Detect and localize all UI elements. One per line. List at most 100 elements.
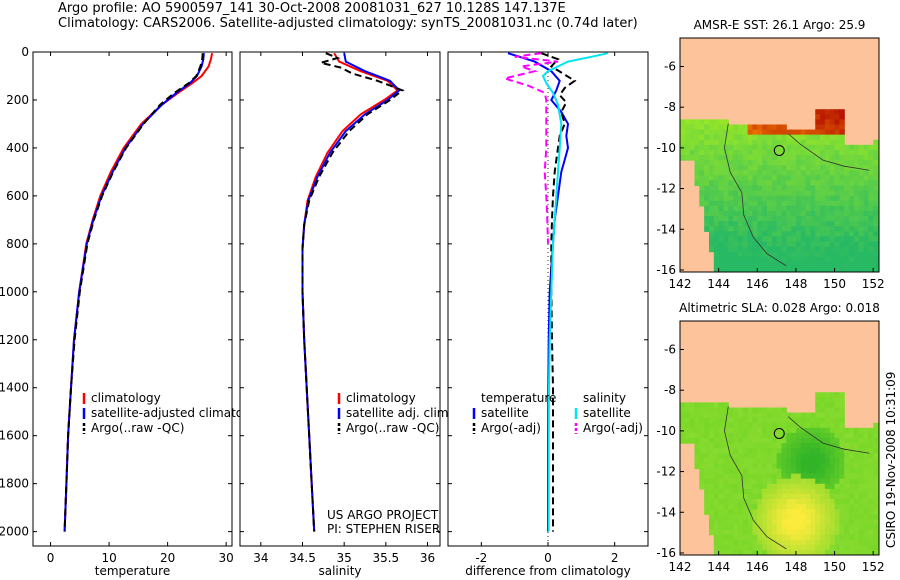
- map-cell: [810, 549, 816, 555]
- map-cell: [728, 534, 734, 541]
- map-cell: [853, 549, 860, 555]
- map-cell: [824, 144, 831, 151]
- map-cell: [834, 448, 840, 454]
- map-cell: [694, 170, 700, 176]
- map-cell: [839, 397, 845, 403]
- map-cell: [829, 175, 836, 182]
- map-cell: [737, 149, 744, 156]
- map-x-tick-label: 142: [669, 277, 692, 291]
- map-cell: [873, 231, 879, 237]
- map-cell: [713, 139, 720, 146]
- x-tick-label-temperature: 10: [101, 551, 116, 565]
- map-cell: [762, 448, 768, 454]
- map-cell: [800, 144, 807, 151]
- map-cell: [824, 241, 831, 248]
- map-cell: [737, 246, 744, 253]
- map-cell: [786, 534, 792, 541]
- map-cell: [713, 438, 720, 444]
- map-cell: [853, 266, 860, 272]
- map-cell: [858, 483, 865, 490]
- map-cell: [728, 407, 734, 414]
- map-cell: [762, 144, 768, 151]
- map-cell: [708, 185, 715, 192]
- map-cell: [800, 160, 807, 166]
- map-cell: [766, 190, 773, 197]
- map-cell: [844, 251, 850, 258]
- map-cell: [800, 504, 807, 510]
- map-cell: [762, 478, 768, 485]
- map-cell: [815, 458, 821, 465]
- map-cell: [762, 190, 768, 197]
- map-cell: [728, 478, 734, 485]
- map-cell: [708, 463, 715, 470]
- map-cell: [708, 236, 715, 243]
- map-cell: [834, 468, 840, 475]
- map-cell: [800, 458, 807, 465]
- map-cell: [694, 402, 700, 409]
- map-cell: [752, 210, 758, 217]
- map-cell: [762, 499, 768, 505]
- map-cell: [815, 509, 821, 515]
- map-cell: [805, 412, 812, 419]
- map-cell: [824, 251, 831, 258]
- map-cell: [824, 483, 831, 490]
- map-cell: [834, 180, 840, 187]
- map-cell: [863, 488, 869, 495]
- map-cell: [723, 488, 729, 495]
- map-cell: [694, 160, 700, 166]
- map-cell: [824, 236, 831, 243]
- map-cell: [766, 231, 773, 237]
- map-cell: [728, 438, 734, 444]
- map-cell: [844, 190, 850, 197]
- map-cell: [713, 463, 720, 470]
- map-cell: [728, 417, 734, 424]
- map-cell: [776, 205, 783, 212]
- map-cell: [733, 504, 739, 510]
- map-cell: [800, 129, 807, 136]
- map-cell: [781, 504, 787, 510]
- map-cell: [680, 155, 686, 161]
- map-cell: [718, 236, 725, 243]
- map-cell: [868, 200, 874, 207]
- map-cell: [718, 488, 725, 495]
- map-cell: [820, 221, 826, 227]
- map-cell: [839, 504, 845, 510]
- map-cell: [752, 422, 758, 429]
- map-cell: [718, 417, 725, 424]
- map-cell: [863, 468, 869, 475]
- map-cell: [834, 205, 840, 212]
- map-cell: [824, 549, 831, 555]
- map-cell: [699, 473, 705, 480]
- map-cell: [684, 407, 691, 414]
- map-cell: [820, 529, 826, 536]
- map-cell: [791, 246, 797, 253]
- series-line-temperature-argo-adj-: [540, 52, 577, 532]
- map-cell: [776, 448, 783, 454]
- map-y-tick-label: -6: [664, 342, 676, 356]
- map-cell: [718, 210, 725, 217]
- map-cell: [853, 463, 860, 470]
- map-cell: [863, 256, 869, 263]
- map-cell: [786, 478, 792, 485]
- map-cell: [737, 134, 744, 141]
- map-cell: [820, 473, 826, 480]
- map-cell: [795, 170, 802, 176]
- map-cell: [829, 493, 836, 500]
- map-cell: [849, 175, 855, 182]
- map-cell: [766, 473, 773, 480]
- map-cell: [805, 422, 812, 429]
- map-cell: [824, 155, 831, 161]
- map-cell: [762, 149, 768, 156]
- map-cell: [766, 226, 773, 232]
- map-cell: [839, 185, 845, 192]
- map-cell: [708, 180, 715, 187]
- map-cell: [805, 210, 812, 217]
- map-cell: [771, 539, 778, 546]
- map-cell: [849, 200, 855, 207]
- map-cell: [805, 524, 812, 531]
- map-cell: [844, 509, 850, 515]
- map-cell: [829, 246, 836, 253]
- map-cell: [849, 468, 855, 475]
- map-cell: [834, 256, 840, 263]
- map-cell: [752, 514, 758, 520]
